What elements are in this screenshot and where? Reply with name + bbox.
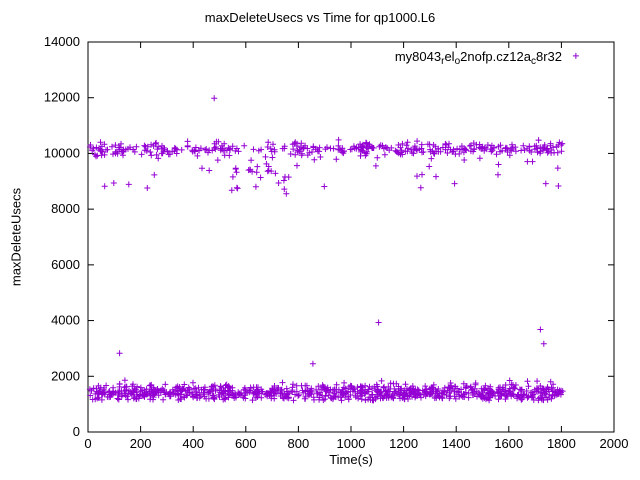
x-tick-label: 1200 — [389, 436, 418, 451]
x-tick-label: 800 — [288, 436, 310, 451]
legend-subscript: c — [530, 56, 536, 67]
legend: my8043relo2nofp.cz12ac8r32 — [394, 49, 562, 67]
y-tick-label: 6000 — [51, 257, 80, 272]
y-tick-label: 8000 — [51, 201, 80, 216]
legend-text: el — [444, 49, 455, 64]
x-tick-label: 600 — [235, 436, 257, 451]
x-tick-label: 400 — [182, 436, 204, 451]
legend-label: my8043relo2nofp.cz12ac8r32 — [394, 49, 562, 67]
y-tick-label: 12000 — [44, 90, 80, 105]
x-tick-label: 200 — [130, 436, 152, 451]
legend-text: 2nofp.cz12a — [460, 49, 531, 64]
x-tick-label: 1800 — [547, 436, 576, 451]
x-tick-label: 1600 — [494, 436, 523, 451]
legend-marker-icon — [572, 52, 579, 59]
x-tick-label: 0 — [84, 436, 91, 451]
legend-subscript: r — [441, 56, 445, 67]
x-tick-label: 1000 — [337, 436, 366, 451]
y-axis-label: maxDeleteUsecs — [8, 187, 24, 287]
y-tick-label: 4000 — [51, 313, 80, 328]
y-tick-label: 14000 — [44, 34, 80, 49]
data-points — [86, 95, 566, 404]
chart-title: maxDeleteUsecs vs Time for qp1000.L6 — [204, 10, 436, 25]
y-tick-label: 0 — [73, 424, 80, 439]
y-tick-label: 10000 — [44, 145, 80, 160]
y-tick-label: 2000 — [51, 368, 80, 383]
legend-text: 8r32 — [535, 49, 562, 64]
legend-text: my8043 — [394, 49, 442, 64]
x-tick-label: 1400 — [442, 436, 471, 451]
x-tick-label: 2000 — [600, 436, 629, 451]
legend-subscript: o — [454, 56, 461, 67]
plot-border — [87, 41, 615, 433]
x-axis-label: Time(s) — [329, 452, 373, 467]
